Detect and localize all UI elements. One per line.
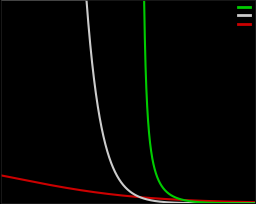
Legend: , , : , ,	[237, 4, 252, 29]
